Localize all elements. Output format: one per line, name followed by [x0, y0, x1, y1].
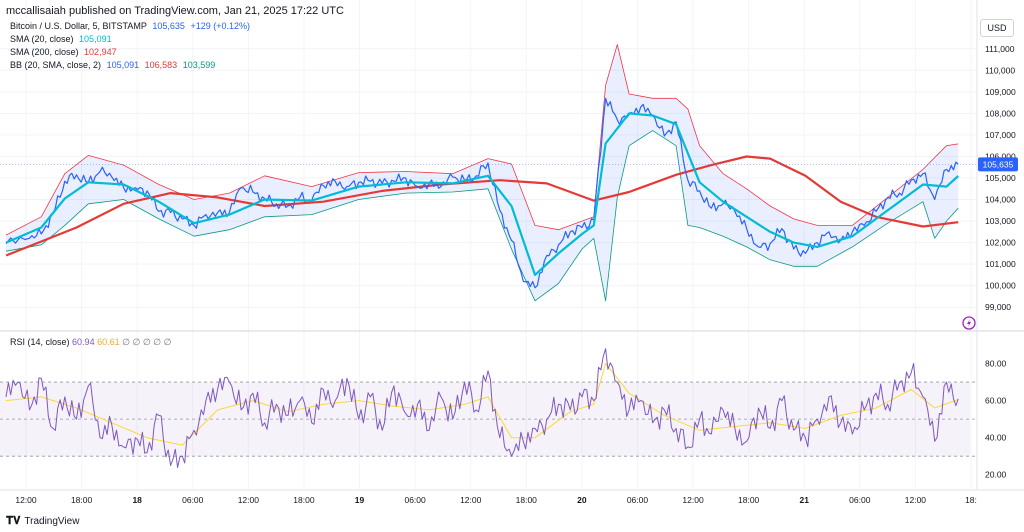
last-price-badge — [978, 157, 1018, 172]
price-tick-label: 104,000 — [985, 195, 1016, 205]
bb-upper-value: 106,583 — [144, 60, 178, 70]
rsi-line — [5, 348, 959, 468]
price-panel-grid — [0, 48, 977, 308]
price-tick-label: 103,000 — [985, 216, 1016, 226]
rsi-legend[interactable]: RSI (14, close) 60.94 60.61 ∅ ∅ ∅ ∅ ∅ — [10, 337, 171, 348]
time-tick-label: 12:00 — [15, 495, 37, 505]
bb-row[interactable]: BB (20, SMA, close, 2) 105,091 106,583 1… — [10, 59, 253, 72]
time-tick-label: 18:00 — [293, 495, 315, 505]
currency-button[interactable]: USD — [980, 19, 1014, 37]
rsi-tick-label: 20.00 — [985, 470, 1007, 480]
time-tick-label: 06:00 — [404, 495, 426, 505]
rsi-value: 60.94 — [72, 337, 95, 347]
bb-basis-value: 105,091 — [106, 60, 140, 70]
time-tick-label: 06:00 — [849, 495, 871, 505]
last-price-marker: 105,635 — [0, 157, 1018, 172]
price-value: 105,635 — [152, 21, 185, 31]
time-tick-label: 12:00 — [682, 495, 704, 505]
price-tick-label: 108,000 — [985, 108, 1016, 118]
symbol-row[interactable]: Bitcoin / U.S. Dollar, 5, BITSTAMP 105,6… — [10, 20, 253, 33]
rsi-empty-1: ∅ — [122, 337, 130, 347]
rsi-ma-value: 60.61 — [97, 337, 120, 347]
sma20-label: SMA (20, close) — [10, 34, 74, 44]
sma200-value: 102,947 — [84, 47, 117, 57]
sma200-row[interactable]: SMA (200, close) 102,947 — [10, 46, 253, 59]
time-tick-label: 20 — [577, 495, 587, 505]
symbol-label: Bitcoin / U.S. Dollar, 5, BITSTAMP — [10, 21, 147, 31]
rsi-panel-grid — [25, 0, 972, 490]
main-legend: Bitcoin / U.S. Dollar, 5, BITSTAMP 105,6… — [10, 20, 253, 72]
sma200-label: SMA (200, close) — [10, 47, 79, 57]
sma20-value: 105,091 — [79, 34, 112, 44]
price-tick-label: 105,000 — [985, 173, 1016, 183]
time-tick-label: 12:00 — [238, 495, 260, 505]
tradingview-logo[interactable]: 𝐓𝐕 TradingView — [6, 515, 79, 528]
price-line — [5, 97, 959, 289]
time-tick-label: 18:00 — [738, 495, 760, 505]
rsi-ma-line — [5, 363, 959, 446]
time-tick-label: 06:00 — [182, 495, 204, 505]
time-tick-label: 12:00 — [905, 495, 927, 505]
bb-label: BB (20, SMA, close, 2) — [10, 60, 102, 70]
price-tick-label: 100,000 — [985, 281, 1016, 291]
rsi-tick-label: 40.00 — [985, 433, 1007, 443]
time-tick-label: 12:00 — [460, 495, 482, 505]
bb-lower-value: 103,599 — [182, 60, 216, 70]
rsi-tick-label: 60.00 — [985, 396, 1007, 406]
alert-icon[interactable] — [962, 316, 976, 330]
rsi-label: RSI (14, close) — [10, 337, 70, 347]
price-tick-label: 107,000 — [985, 130, 1016, 140]
y-axis-price[interactable]: 111,000 110,000 109,000 108,000 107,000 106,0… — [985, 44, 1016, 312]
publisher-header: mccallisaiah published on TradingView.co… — [6, 5, 344, 17]
last-price-label: 105,635 — [983, 159, 1014, 169]
price-tick-label: 111,000 — [985, 44, 1015, 54]
sma20-row[interactable]: SMA (20, close) 105,091 — [10, 33, 253, 46]
price-tick-label: 99,000 — [985, 302, 1011, 312]
x-axis[interactable]: 12:00 18:00 18 06:00 12:00 18:00 19 06:00 12:00 1… — [15, 495, 977, 505]
time-tick-label: 18:00 — [71, 495, 93, 505]
time-tick-label: 18:00 — [516, 495, 538, 505]
price-change: +129 (+0.12%) — [190, 21, 250, 31]
price-tick-label: 106,000 — [985, 151, 1016, 161]
rsi-empty-5: ∅ — [163, 337, 172, 347]
bollinger-band-fill — [6, 44, 959, 301]
brand-label: TradingView — [24, 516, 80, 527]
price-tick-label: 110,000 — [985, 65, 1015, 75]
time-tick-label: 21 — [800, 495, 810, 505]
time-tick-label: 18 — [132, 495, 142, 505]
y-axis-rsi[interactable]: 80.00 60.00 40.00 20.00 — [985, 359, 1007, 480]
bollinger-upper-line — [5, 44, 959, 236]
tradingview-icon: 𝐓𝐕 — [6, 515, 21, 527]
price-tick-label: 102,000 — [985, 238, 1016, 248]
time-tick-label: 18: — [965, 495, 977, 505]
sma20-line — [5, 112, 959, 276]
time-tick-label: 06:00 — [627, 495, 649, 505]
rsi-empty-2: ∅ — [132, 337, 141, 347]
rsi-empty-3: ∅ — [142, 337, 151, 347]
price-tick-label: 101,000 — [985, 259, 1016, 269]
bollinger-lower-line — [5, 130, 959, 302]
rsi-tick-label: 80.00 — [985, 359, 1007, 369]
rsi-empty-4: ∅ — [153, 337, 162, 347]
sma200-line — [5, 155, 959, 257]
price-tick-label: 109,000 — [985, 87, 1016, 97]
time-tick-label: 19 — [355, 495, 365, 505]
